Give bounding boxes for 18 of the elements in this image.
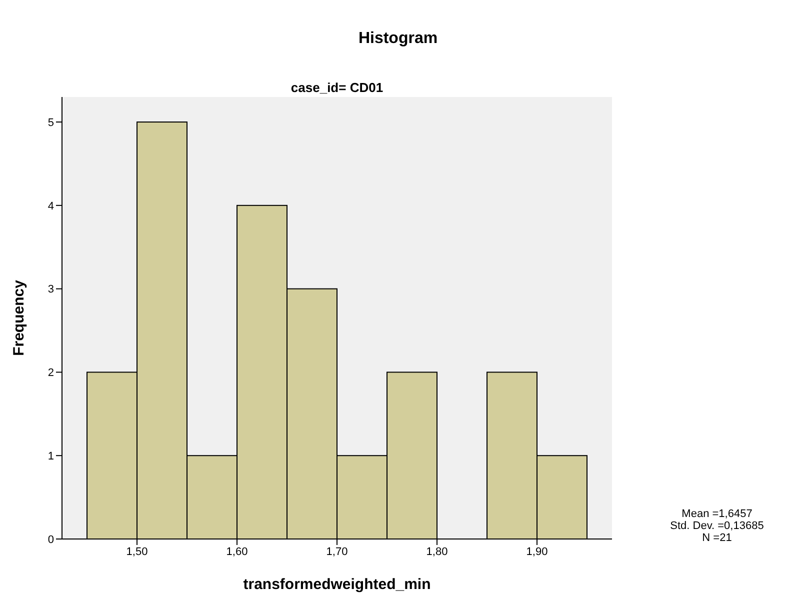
- x-tick-label: 1,70: [326, 546, 348, 558]
- x-axis-title: transformedweighted_min: [243, 576, 431, 593]
- y-axis-title: Frequency: [10, 279, 28, 356]
- y-tick-label: 1: [48, 450, 54, 463]
- x-tick-label: 1,60: [226, 546, 248, 558]
- x-tick-label: 1,90: [526, 546, 548, 558]
- text: Mean =1,6457: [680, 508, 754, 520]
- chart-title: Histogram: [357, 30, 439, 48]
- x-tick-label: 1,50: [126, 546, 148, 558]
- chart-subtitle: case_id= CD01: [290, 80, 384, 95]
- y-tick-label: 4: [48, 200, 54, 212]
- y-tick-label: 5: [48, 116, 54, 129]
- text: N =21: [701, 532, 733, 544]
- text: Std. Dev. =0,13685: [669, 520, 765, 532]
- y-tick-label: 0: [48, 534, 54, 546]
- y-tick-label: 2: [48, 367, 54, 380]
- y-tick-label: 3: [48, 284, 54, 296]
- x-tick-label: 1,80: [426, 546, 448, 558]
